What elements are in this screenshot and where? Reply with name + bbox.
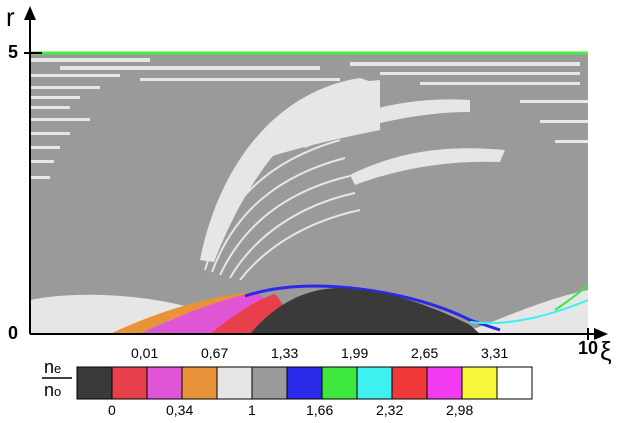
light-streaks	[30, 58, 588, 179]
colorbar	[76, 366, 533, 400]
green-accent	[554, 284, 588, 311]
y-tick-label-5: 5	[8, 42, 19, 62]
y-tick-label-0: 0	[8, 323, 19, 343]
cyan-boundary	[469, 299, 588, 325]
colorbar-bottom-label: 2,32	[376, 402, 404, 418]
blue-boundary	[244, 284, 501, 332]
y-axis-arrow	[24, 6, 36, 20]
denominator-sub: o	[54, 384, 62, 399]
colorbar-top-label: 0,01	[131, 345, 159, 361]
colorbar-bottom-label: 2,98	[446, 402, 474, 418]
colorbar-swatch-2	[146, 366, 183, 400]
colorbar-swatch-11	[461, 366, 498, 400]
colorbar-swatch-10	[426, 366, 463, 400]
colorbar-bottom-label: 1	[248, 402, 256, 418]
colorbar-swatch-7	[321, 366, 358, 400]
denominator-n: n	[44, 380, 55, 400]
x-tick-label-10: 10	[578, 338, 599, 358]
light-arc-region	[200, 78, 505, 262]
numerator-sub: e	[54, 361, 62, 376]
colorbar-swatch-8	[356, 366, 393, 400]
x-axis-label: ξ	[600, 336, 612, 366]
colorbar-swatch-6	[286, 366, 323, 400]
colorbar-top-label: 2,65	[411, 345, 439, 361]
colorbar-bottom-label: 0	[108, 402, 116, 418]
dark-lobe	[250, 288, 480, 334]
colorbar-swatch-1	[111, 366, 148, 400]
numerator-n: n	[44, 357, 55, 377]
colorbar-bottom-label: 1,66	[306, 402, 334, 418]
y-axis-label: r	[6, 2, 15, 32]
colorbar-top-label: 0,67	[201, 345, 229, 361]
colorbar-denominator: no	[44, 380, 61, 401]
colorbar-swatch-12	[496, 366, 533, 400]
colorbar-top-label: 3,31	[481, 345, 509, 361]
colorbar-swatch-4	[216, 366, 253, 400]
colorbar-swatch-3	[181, 366, 218, 400]
colorbar-swatch-0	[76, 366, 113, 400]
colorbar-swatch-5	[251, 366, 288, 400]
colorbar-top-label: 1,33	[271, 345, 299, 361]
x-axis-arrow	[594, 328, 608, 340]
colorbar-top-label: 1,99	[341, 345, 369, 361]
colorbar-swatch-9	[391, 366, 428, 400]
colorbar-bottom-label: 0,34	[166, 402, 194, 418]
thin-light-arcs	[204, 139, 361, 281]
colorbar-numerator: ne	[44, 357, 61, 378]
